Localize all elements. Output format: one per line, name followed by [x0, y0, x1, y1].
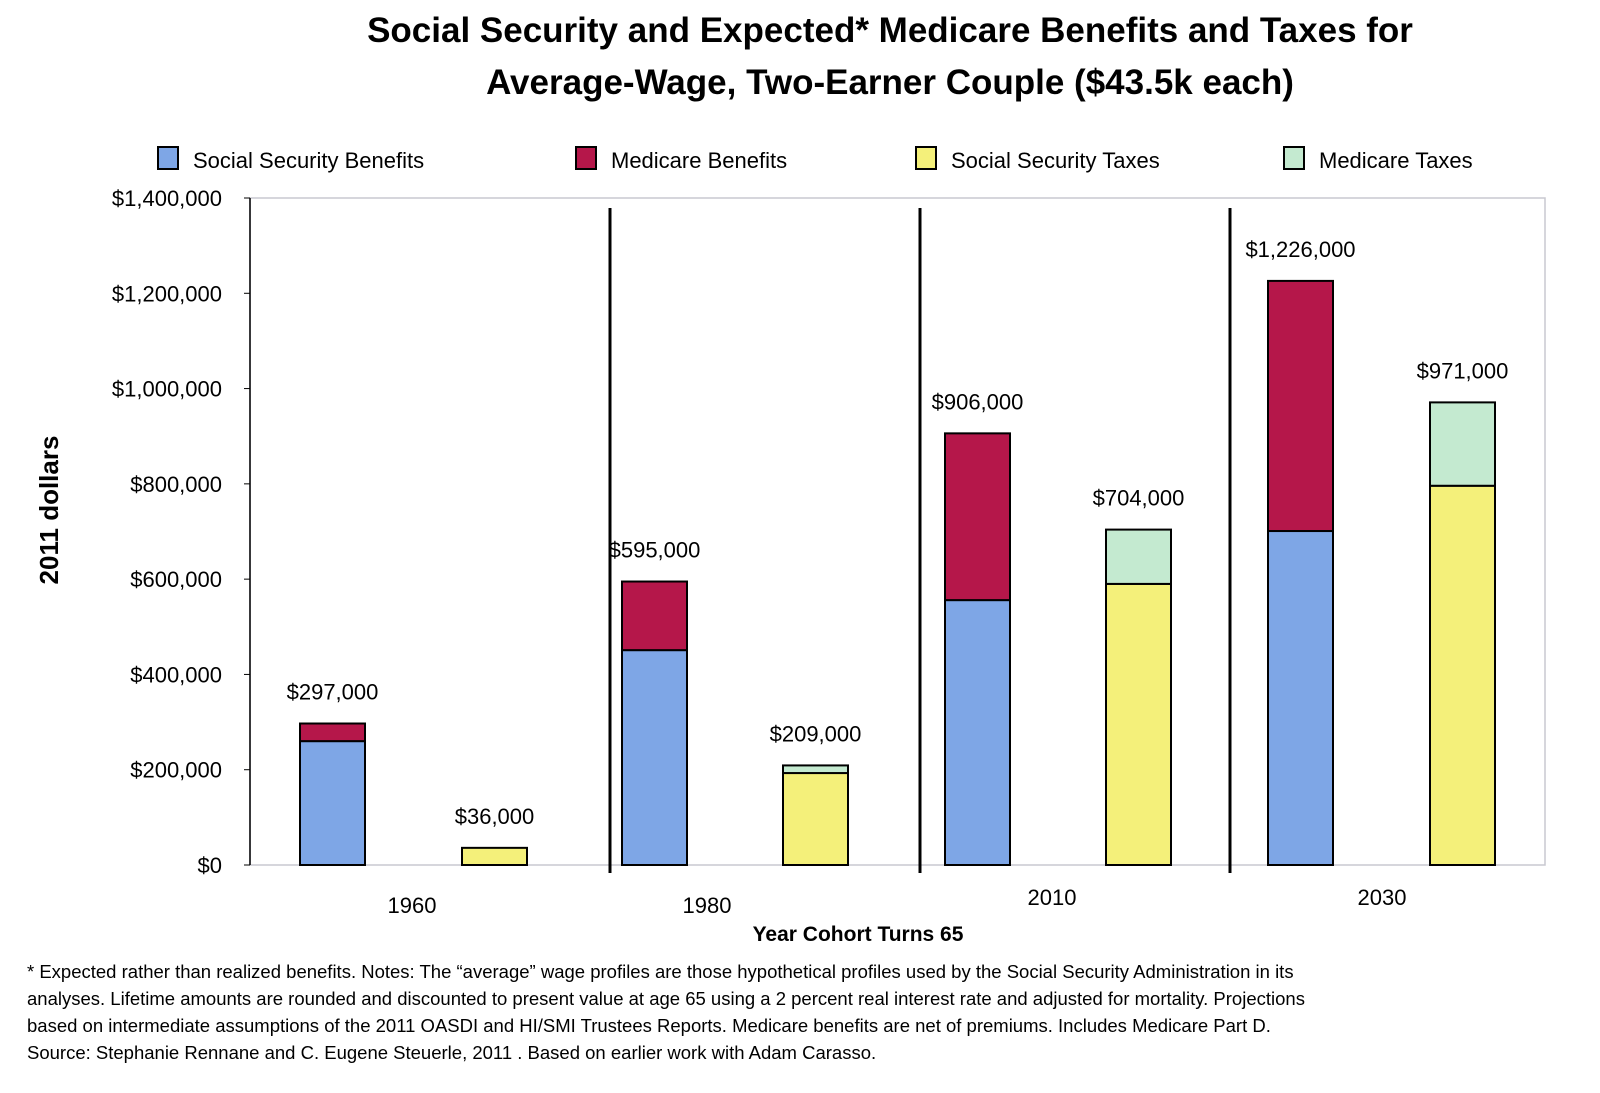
y-tick-label: $1,200,000 — [112, 281, 222, 306]
footnote-line: * Expected rather than realized benefits… — [27, 961, 1294, 982]
bar-segment — [782, 764, 849, 775]
title-line-2: Average-Wage, Two-Earner Couple ($43.5k … — [486, 63, 1294, 102]
total-label: $971,000 — [1417, 358, 1509, 383]
legend-swatch — [575, 146, 597, 170]
bar-chart: $0 $200,000 $400,000 $600,000 $800,000 $1,000… — [34, 146, 1546, 946]
total-label: $297,000 — [287, 680, 379, 705]
y-tick-label: $1,400,000 — [112, 186, 222, 211]
x-tick-label: 1960 — [388, 893, 437, 918]
footnote-line: based on intermediate assumptions of the… — [27, 1015, 1271, 1036]
legend-label: Medicare Benefits — [611, 148, 787, 173]
y-tick-label: $400,000 — [130, 662, 222, 687]
bar-segment — [621, 649, 688, 867]
bar-segment — [621, 580, 688, 652]
bar-segment — [944, 599, 1011, 866]
total-label: $595,000 — [609, 538, 701, 563]
legend-label: Social Security Benefits — [193, 148, 424, 173]
bar-segment — [299, 722, 366, 743]
bar-segment — [1429, 401, 1496, 487]
y-axis-label: 2011 dollars — [34, 436, 64, 585]
x-tick-label: 2010 — [1028, 885, 1077, 910]
legend-swatch — [1283, 146, 1305, 170]
legend-label: Social Security Taxes — [951, 148, 1160, 173]
y-tick-label: $200,000 — [130, 758, 222, 783]
y-tick-label: $1,000,000 — [112, 377, 222, 402]
bar-segment — [944, 432, 1011, 602]
total-label: $36,000 — [455, 804, 535, 829]
legend-swatch — [157, 146, 179, 170]
footnote: * Expected rather than realized benefits… — [27, 958, 1587, 1066]
legend-label: Medicare Taxes — [1319, 148, 1473, 173]
x-axis-label: Year Cohort Turns 65 — [753, 923, 964, 946]
legend-swatch — [915, 146, 937, 170]
bar-segment — [461, 846, 528, 866]
plot-area — [249, 197, 1546, 866]
bar-segment — [299, 740, 366, 867]
bar-segment — [1267, 530, 1334, 866]
bar-segment — [1267, 279, 1334, 533]
total-label: $906,000 — [932, 389, 1024, 414]
bar-segment — [1105, 582, 1172, 867]
bar-segment — [1105, 528, 1172, 585]
y-tick-label: $800,000 — [130, 472, 222, 497]
footnote-line: Source: Stephanie Rennane and C. Eugene … — [27, 1042, 877, 1063]
x-tick-label: 2030 — [1358, 885, 1407, 910]
title-line-1: Social Security and Expected* Medicare B… — [367, 11, 1413, 50]
x-tick-label: 1980 — [683, 893, 732, 918]
total-label: $209,000 — [770, 721, 862, 746]
total-label: $1,226,000 — [1245, 237, 1355, 262]
y-tick-label: $0 — [198, 853, 222, 878]
bar-segment — [782, 772, 849, 866]
total-label: $704,000 — [1093, 486, 1185, 511]
chart-title: Social Security and Expected* Medicare B… — [0, 5, 1600, 109]
footnote-line: analyses. Lifetime amounts are rounded a… — [27, 988, 1305, 1009]
y-tick-label: $600,000 — [130, 567, 222, 592]
bar-segment — [1429, 484, 1496, 866]
